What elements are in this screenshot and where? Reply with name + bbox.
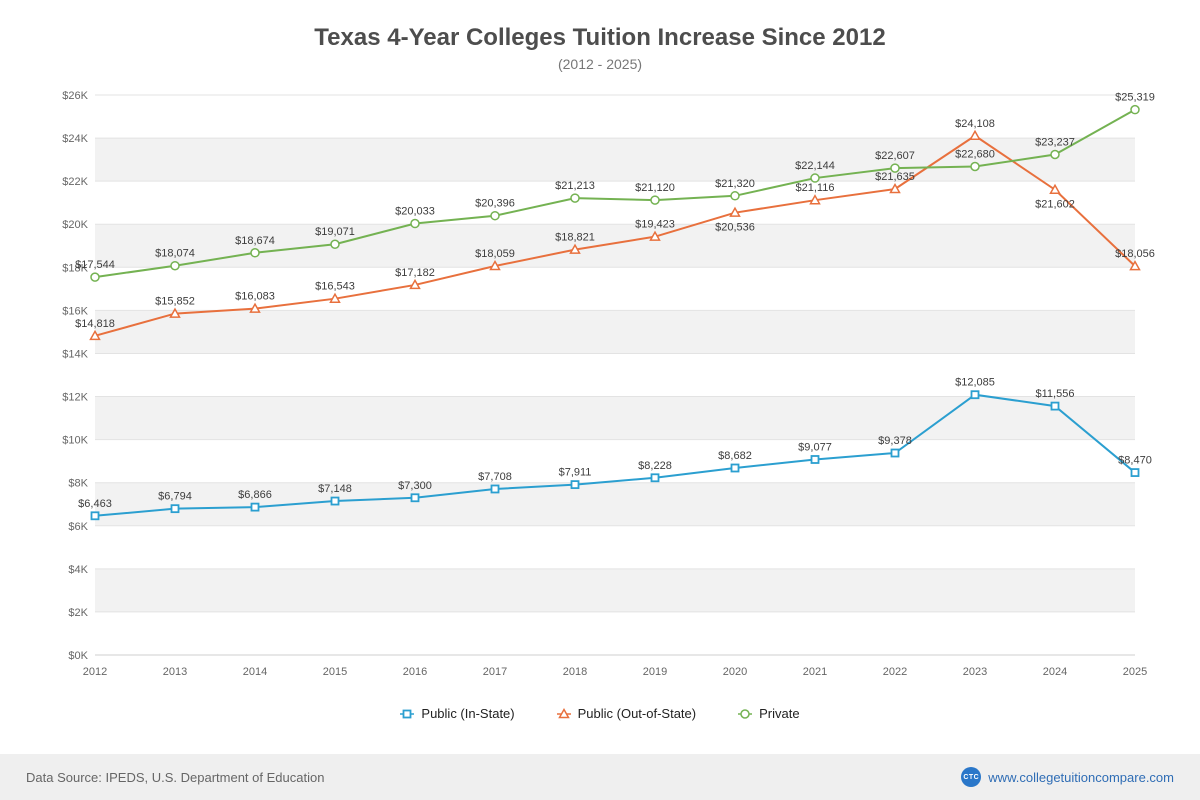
- svg-text:2021: 2021: [803, 666, 827, 678]
- legend-item-private[interactable]: Private: [738, 706, 800, 721]
- triangle-marker-icon: [556, 707, 571, 718]
- svg-text:$21,120: $21,120: [635, 182, 675, 194]
- legend-label: Public (In-State): [421, 706, 515, 721]
- svg-text:$7,708: $7,708: [478, 471, 512, 483]
- svg-text:$7,148: $7,148: [318, 483, 352, 495]
- svg-text:$24K: $24K: [62, 133, 88, 145]
- legend-item-public-in-state[interactable]: Public (In-State): [400, 706, 515, 721]
- svg-text:2016: 2016: [403, 666, 427, 678]
- svg-text:$8,470: $8,470: [1118, 455, 1152, 467]
- svg-text:$12K: $12K: [62, 392, 88, 404]
- svg-text:2022: 2022: [883, 666, 907, 678]
- svg-text:$18,674: $18,674: [235, 235, 275, 247]
- svg-text:$9,077: $9,077: [798, 441, 832, 453]
- svg-text:2020: 2020: [723, 666, 747, 678]
- svg-text:$22,607: $22,607: [875, 150, 915, 162]
- svg-text:$24,108: $24,108: [955, 118, 995, 130]
- svg-text:$16K: $16K: [62, 305, 88, 317]
- chart-title: Texas 4-Year Colleges Tuition Increase S…: [314, 24, 886, 51]
- svg-text:2018: 2018: [563, 666, 587, 678]
- svg-text:$20,396: $20,396: [475, 198, 515, 210]
- svg-text:2013: 2013: [163, 666, 187, 678]
- svg-text:$9,378: $9,378: [878, 435, 912, 447]
- svg-text:$2K: $2K: [68, 607, 88, 619]
- svg-text:$17,544: $17,544: [75, 259, 115, 271]
- legend-item-public-out-of-state[interactable]: Public (Out-of-State): [556, 706, 697, 721]
- legend-label: Public (Out-of-State): [577, 706, 697, 721]
- svg-text:$15,852: $15,852: [155, 296, 195, 308]
- svg-text:$18,821: $18,821: [555, 232, 595, 244]
- footer: Data Source: IPEDS, U.S. Department of E…: [0, 754, 1200, 800]
- svg-text:$20K: $20K: [62, 219, 88, 231]
- svg-text:$21,602: $21,602: [1035, 199, 1075, 211]
- chart-subtitle: (2012 - 2025): [557, 56, 643, 72]
- svg-text:$25,319: $25,319: [1115, 92, 1155, 104]
- svg-text:$21,635: $21,635: [875, 171, 915, 183]
- data-source-text: Data Source: IPEDS, U.S. Department of E…: [26, 769, 325, 785]
- svg-text:$21,320: $21,320: [715, 178, 755, 190]
- svg-text:2015: 2015: [323, 666, 347, 678]
- svg-text:$16,543: $16,543: [315, 281, 355, 293]
- svg-text:$6,794: $6,794: [158, 491, 192, 503]
- svg-text:$22K: $22K: [62, 176, 88, 188]
- svg-text:$26K: $26K: [62, 90, 88, 102]
- svg-text:$8,682: $8,682: [718, 450, 752, 462]
- circle-marker-icon: [738, 708, 753, 719]
- svg-text:$16,083: $16,083: [235, 291, 275, 303]
- svg-text:$18,059: $18,059: [475, 248, 515, 260]
- svg-text:$6,463: $6,463: [78, 498, 112, 510]
- svg-text:$8,228: $8,228: [638, 460, 672, 472]
- svg-text:$12,085: $12,085: [955, 377, 995, 389]
- svg-text:$10K: $10K: [62, 435, 88, 447]
- svg-text:$7,300: $7,300: [398, 480, 432, 492]
- svg-text:$17,182: $17,182: [395, 267, 435, 279]
- tuition-line-chart: $0K $2K $4K $6K $8K $10K $12K $14K $16K $18K $20K $…: [62, 90, 1155, 678]
- svg-text:$8K: $8K: [68, 478, 88, 490]
- svg-text:$7,911: $7,911: [559, 467, 592, 479]
- svg-text:2025: 2025: [1123, 666, 1147, 678]
- svg-text:2017: 2017: [483, 666, 507, 678]
- svg-text:2024: 2024: [1043, 666, 1067, 678]
- svg-text:2023: 2023: [963, 666, 987, 678]
- svg-text:$21,116: $21,116: [796, 182, 835, 194]
- svg-text:$22,680: $22,680: [955, 149, 995, 161]
- svg-text:$21,213: $21,213: [555, 180, 595, 192]
- svg-text:2019: 2019: [643, 666, 667, 678]
- legend-label: Private: [759, 706, 800, 721]
- svg-text:$20,033: $20,033: [395, 206, 435, 218]
- svg-text:$22,144: $22,144: [795, 160, 835, 172]
- footer-branding: CTC www.collegetuitioncompare.com: [961, 767, 1174, 787]
- svg-text:$23,237: $23,237: [1035, 137, 1075, 149]
- svg-text:$6K: $6K: [68, 521, 88, 533]
- square-marker-icon: [400, 709, 415, 718]
- svg-text:$4K: $4K: [68, 564, 88, 576]
- svg-text:$14K: $14K: [62, 348, 88, 360]
- svg-text:2014: 2014: [243, 666, 267, 678]
- ctc-logo-icon: CTC: [961, 767, 982, 787]
- svg-text:2012: 2012: [83, 666, 107, 678]
- svg-text:$6,866: $6,866: [238, 489, 272, 501]
- svg-text:$18K: $18K: [62, 262, 88, 274]
- svg-text:$19,071: $19,071: [315, 226, 355, 238]
- svg-text:$0K: $0K: [68, 650, 88, 662]
- svg-text:$14,818: $14,818: [75, 318, 115, 330]
- svg-text:$18,056: $18,056: [1115, 248, 1155, 260]
- website-link[interactable]: www.collegetuitioncompare.com: [988, 769, 1174, 785]
- svg-text:$20,536: $20,536: [715, 222, 755, 234]
- svg-text:$18,074: $18,074: [155, 248, 195, 260]
- legend: Public (In-State) Public (Out-of-State) …: [0, 706, 1200, 721]
- svg-text:$19,423: $19,423: [635, 219, 675, 231]
- svg-text:$11,556: $11,556: [1036, 388, 1075, 400]
